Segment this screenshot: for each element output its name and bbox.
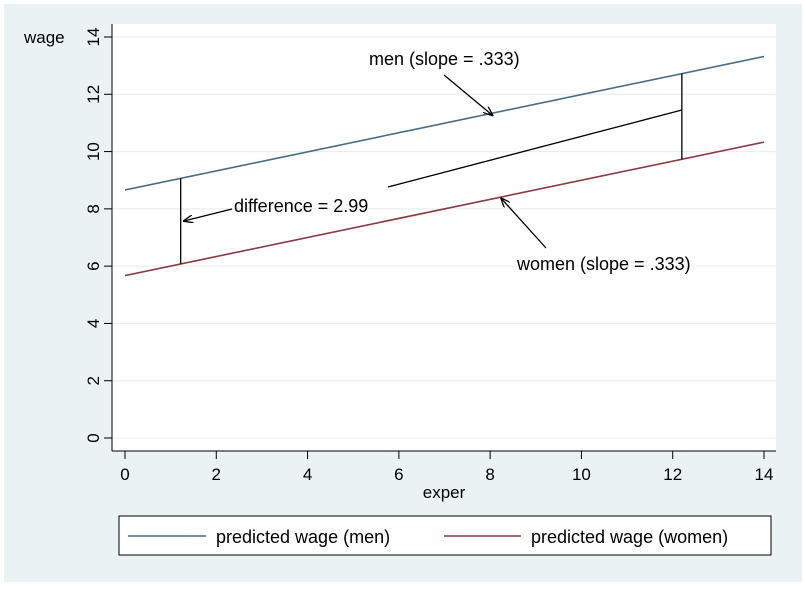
y-ticks: 0 2 4 6 8 10 12 14 [84, 28, 112, 443]
legend-box [118, 515, 772, 556]
annotation-shapes [180, 73, 683, 264]
men-arrow [443, 74, 492, 115]
annotation-difference-label: difference = 2.99 [234, 196, 368, 216]
x-tick-label: 4 [303, 465, 312, 484]
plot-area [112, 24, 776, 451]
women-arrow [501, 198, 547, 249]
gridlines [112, 36, 776, 439]
series-line-men [124, 55, 765, 191]
difference-arrow [184, 208, 233, 221]
x-tick-label: 0 [120, 465, 129, 484]
y-tick-label: 4 [84, 319, 103, 328]
x-tick-label: 12 [663, 465, 682, 484]
x-tick-label: 14 [755, 465, 774, 484]
y-tick-label: 0 [84, 433, 103, 442]
series-lines [124, 55, 765, 277]
x-tick-label: 8 [485, 465, 494, 484]
y-axis-title: wage [23, 28, 65, 47]
y-tick-label: 8 [84, 204, 103, 213]
series-line-women [124, 141, 765, 277]
x-ticks: 0 2 4 6 8 10 12 14 [120, 451, 773, 484]
legend-label-women: predicted wage (women) [531, 527, 728, 547]
y-tick-label: 14 [84, 28, 103, 47]
x-tick-label: 10 [572, 465, 591, 484]
y-tick-label: 6 [84, 261, 103, 270]
difference-connector [387, 109, 683, 188]
y-tick-label: 12 [84, 85, 103, 104]
y-tick-label: 2 [84, 376, 103, 385]
x-tick-label: 6 [394, 465, 403, 484]
legend-label-men: predicted wage (men) [216, 527, 390, 547]
x-tick-label: 2 [212, 465, 221, 484]
x-axis-title: exper [423, 483, 466, 502]
y-tick-label: 10 [84, 142, 103, 161]
annotation-men-label: men (slope = .333) [369, 49, 520, 69]
annotation-women-label: women (slope = .333) [516, 254, 691, 274]
